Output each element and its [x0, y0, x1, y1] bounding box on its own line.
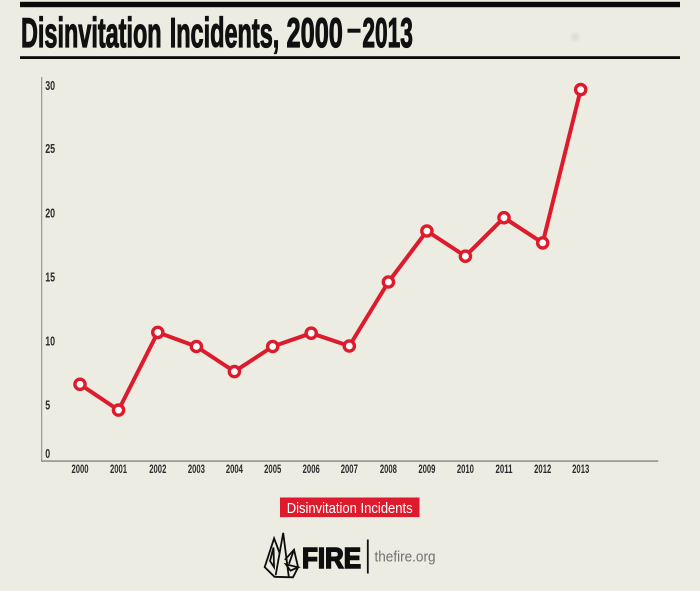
svg-text:2007: 2007 [341, 464, 358, 476]
svg-text:Disinvitation Incidents: Disinvitation Incidents [287, 500, 413, 517]
svg-text:2005: 2005 [264, 464, 281, 476]
svg-text:2006: 2006 [303, 464, 320, 476]
svg-text:25: 25 [45, 142, 55, 156]
svg-text:2010: 2010 [457, 464, 474, 476]
svg-text:2012: 2012 [534, 464, 551, 476]
svg-text:Disinvitation: Disinvitation [21, 9, 162, 56]
svg-text:thefire.org: thefire.org [375, 549, 436, 566]
svg-text:2009: 2009 [418, 464, 435, 476]
svg-text:20: 20 [45, 206, 55, 220]
svg-text:2013: 2013 [572, 464, 589, 476]
svg-text:0: 0 [45, 447, 50, 461]
svg-text:2008: 2008 [380, 464, 397, 476]
svg-text:FIRE: FIRE [302, 543, 361, 575]
svg-text:5: 5 [45, 399, 50, 413]
svg-text:2001: 2001 [110, 464, 127, 476]
svg-text:2003: 2003 [188, 464, 205, 476]
svg-text:2000: 2000 [71, 464, 88, 476]
svg-text:10: 10 [45, 335, 55, 349]
svg-text:2004: 2004 [226, 464, 243, 476]
svg-text:30: 30 [45, 79, 55, 93]
svg-text:2002: 2002 [149, 464, 166, 476]
svg-text:Incidents,: Incidents, [170, 9, 280, 56]
svg-text:2000: 2000 [287, 9, 343, 56]
svg-text:2011: 2011 [495, 464, 513, 476]
svg-text:15: 15 [45, 271, 55, 285]
svg-text:2013: 2013 [362, 9, 413, 56]
